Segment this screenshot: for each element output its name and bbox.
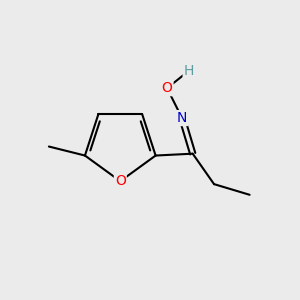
Text: H: H [184, 64, 194, 78]
Text: O: O [115, 174, 126, 188]
Text: O: O [162, 81, 172, 95]
Text: N: N [177, 111, 187, 125]
